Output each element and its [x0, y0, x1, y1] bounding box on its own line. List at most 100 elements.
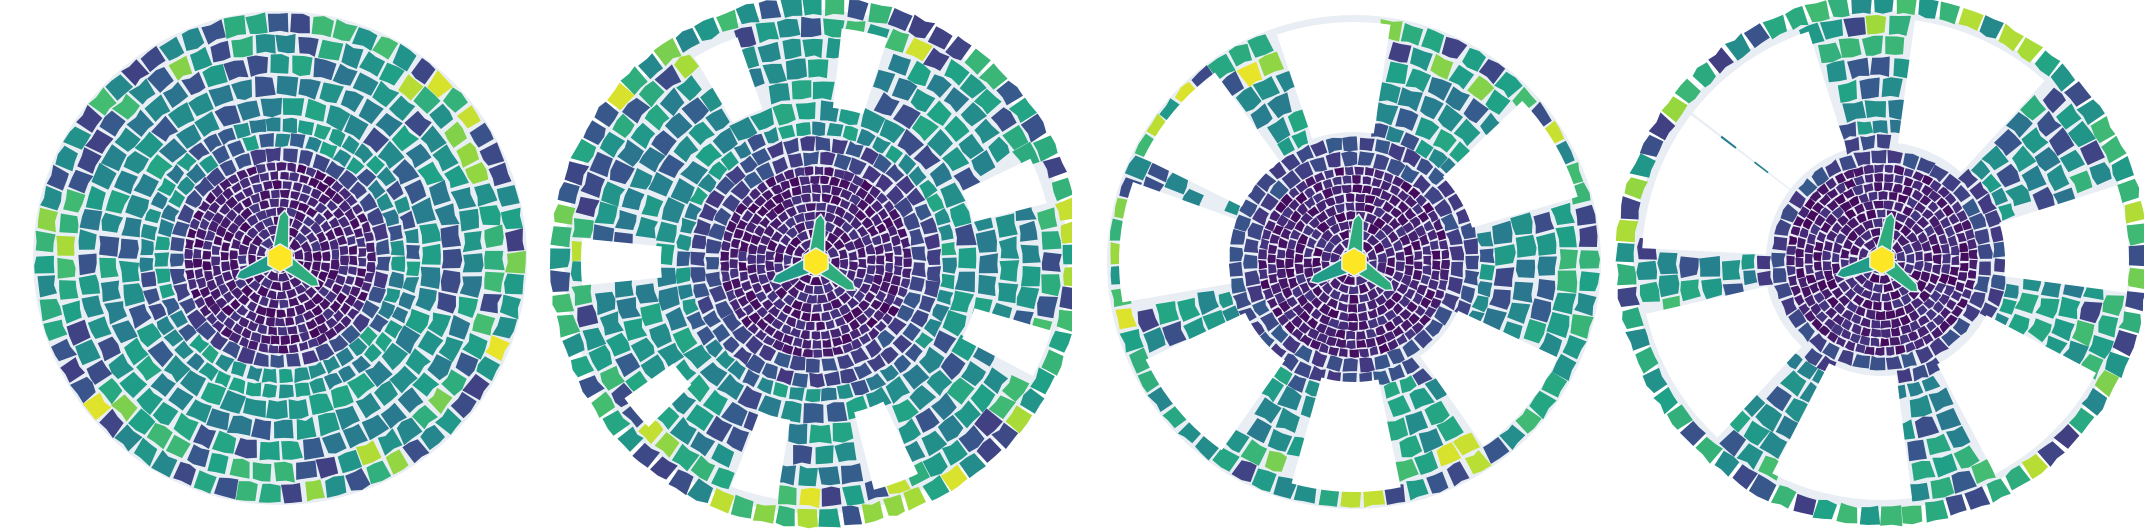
inner-cell [1313, 181, 1323, 193]
inner-cell [1889, 337, 1901, 346]
inner-cell [1874, 164, 1884, 174]
outer-cell [157, 177, 176, 197]
outer-cell [198, 362, 219, 382]
outer-cell [705, 257, 719, 270]
inner-cell [239, 244, 249, 255]
inner-cell [314, 213, 326, 226]
outer-cell [1986, 478, 2011, 503]
outer-cell [1387, 395, 1411, 417]
outer-cell [378, 62, 405, 86]
outer-cell [1041, 349, 1064, 376]
inner-cell [1346, 330, 1356, 340]
outer-cell [177, 176, 195, 196]
inner-cell [202, 261, 212, 271]
inner-cell [1805, 274, 1817, 284]
inner-cell [1872, 218, 1883, 228]
outer-cell [702, 389, 728, 416]
inner-cell [872, 235, 882, 246]
inner-cell [223, 231, 235, 242]
outer-cell [616, 297, 641, 319]
outer-cell [237, 100, 261, 121]
inner-cell [1297, 203, 1308, 216]
outer-cell [193, 470, 217, 494]
outer-cell [931, 392, 957, 421]
outer-cell [940, 182, 966, 208]
inner-cell [311, 305, 323, 316]
outer-cell [680, 217, 697, 234]
inner-cell [1860, 327, 1871, 337]
outer-cell [873, 153, 892, 174]
inner-cell [747, 203, 760, 214]
inner-cell [234, 191, 246, 202]
inner-cell [358, 257, 367, 267]
outer-cell [722, 194, 741, 213]
inner-cell [765, 208, 778, 221]
outer-cell [978, 63, 1008, 90]
inner-cell [1863, 183, 1874, 194]
outer-cell [1780, 370, 1807, 397]
inner-cell [1786, 255, 1795, 266]
inner-cell [781, 324, 792, 335]
outer-cell [918, 295, 936, 313]
outer-cell [88, 87, 117, 116]
inner-cell [216, 310, 227, 323]
inner-cell [238, 294, 250, 306]
inner-cell [817, 294, 828, 304]
outer-cell [1562, 334, 1587, 360]
outer-cell [381, 342, 409, 371]
inner-cell [1375, 334, 1387, 346]
inner-cell [1258, 269, 1268, 280]
inner-cell [288, 297, 300, 307]
inner-cell [1885, 310, 1896, 320]
inner-cell [856, 268, 867, 279]
inner-cell [1899, 334, 1911, 345]
inner-cell [218, 284, 229, 296]
outer-cell [335, 347, 354, 367]
inner-cell [1358, 311, 1368, 321]
inner-cell [1903, 263, 1915, 274]
outer-cell [960, 361, 987, 387]
inner-cell [839, 292, 851, 304]
inner-cell [749, 188, 761, 200]
inner-cell [228, 332, 242, 344]
inner-cell [1288, 187, 1300, 199]
outer-cell [658, 286, 680, 311]
inner-cell [289, 172, 300, 182]
outer-cell [1137, 308, 1160, 333]
outer-cell [474, 183, 498, 207]
inner-cell [204, 271, 214, 282]
inner-cell [1305, 176, 1317, 188]
outer-cell [1971, 458, 1996, 485]
inner-cell [792, 346, 802, 357]
inner-cell [1316, 210, 1329, 223]
inner-cell [1902, 243, 1914, 255]
inner-cell [1439, 240, 1449, 250]
inner-cell [1822, 250, 1831, 261]
outer-cell [1277, 385, 1302, 411]
inner-cell [1941, 264, 1951, 275]
outer-cell [699, 362, 728, 387]
inner-cell [1365, 337, 1376, 348]
inner-cell [834, 169, 846, 179]
outer-cell [1232, 291, 1252, 310]
inner-cell [306, 207, 318, 218]
outer-cell [462, 253, 484, 273]
inner-cell [789, 327, 801, 338]
outer-cell [821, 358, 838, 371]
outer-cell [705, 271, 722, 288]
outer-cell [1426, 471, 1449, 494]
inner-cell [816, 321, 826, 331]
outer-cell [110, 394, 138, 422]
inner-cell [723, 231, 734, 242]
outer-cell [1428, 167, 1446, 185]
inner-cell [193, 258, 202, 268]
outer-cell [1998, 23, 2024, 52]
inner-cell [1371, 187, 1383, 197]
outer-cell [1494, 71, 1523, 99]
outer-cell [338, 170, 358, 190]
outer-cell [580, 171, 605, 198]
inner-cell [831, 186, 843, 196]
outer-cell [1243, 238, 1259, 253]
outer-cell [661, 197, 685, 224]
inner-cell [1818, 300, 1830, 312]
